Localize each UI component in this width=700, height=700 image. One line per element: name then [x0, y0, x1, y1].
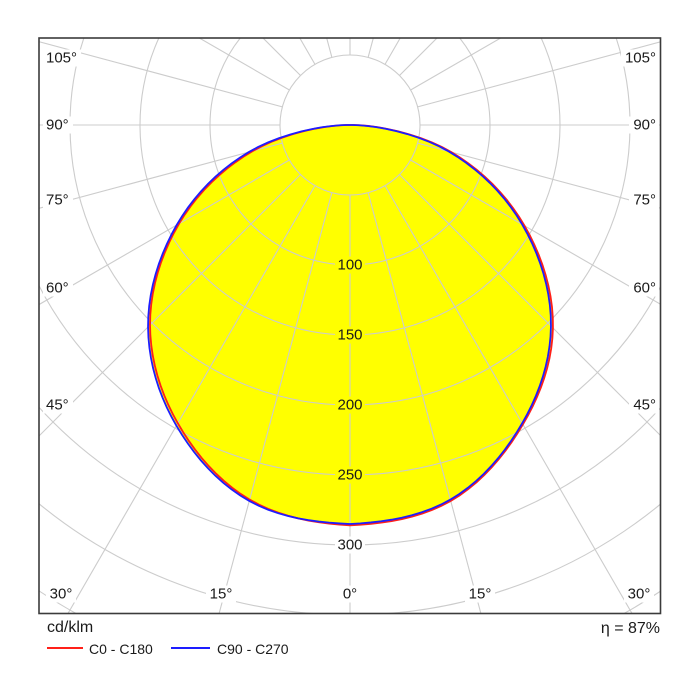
plot-border — [38, 37, 662, 615]
angle-label-left: 60° — [46, 280, 69, 297]
ring-value-label: 150 — [337, 327, 362, 344]
unit-label: cd/klm — [47, 619, 94, 636]
ring-value-label: 300 — [337, 537, 362, 554]
legend-label-c0-c180: C0 - C180 — [89, 641, 153, 657]
angle-label-right: 90° — [633, 117, 656, 134]
angle-label-left: 75° — [46, 192, 69, 209]
ring-value-label: 100 — [337, 257, 362, 274]
legend-line-c0-c180 — [47, 647, 83, 649]
ring-value-label: 250 — [337, 467, 362, 484]
legend-line-c90-c270 — [171, 647, 210, 649]
intensity-curves — [147, 124, 554, 527]
axis-labels: 100 150 200 250 300 105° 105° 90° 90° 75° 75° 60° 60… — [43, 49, 659, 603]
angle-label-bottom: 30° — [628, 586, 651, 603]
ring-value-label: 200 — [337, 397, 362, 414]
c90-c270-curve — [147, 124, 552, 525]
angle-label-bottom: 30° — [50, 586, 73, 603]
efficiency-label: η = 87% — [600, 620, 660, 637]
angle-label-right: 45° — [633, 397, 656, 414]
angle-label-bottom: 0° — [343, 586, 357, 603]
angle-label-left: 90° — [46, 117, 69, 134]
legend-label-c90-c270: C90 - C270 — [217, 641, 289, 657]
angle-label-left: 45° — [46, 397, 69, 414]
angle-label-right: 75° — [633, 192, 656, 209]
angle-label-left: 105° — [46, 50, 77, 67]
angle-label-right: 60° — [633, 280, 656, 297]
angle-label-bottom: 15° — [210, 586, 233, 603]
c0-c180-curve — [149, 124, 554, 527]
angle-label-bottom: 15° — [469, 586, 492, 603]
angle-label-right: 105° — [625, 50, 656, 67]
